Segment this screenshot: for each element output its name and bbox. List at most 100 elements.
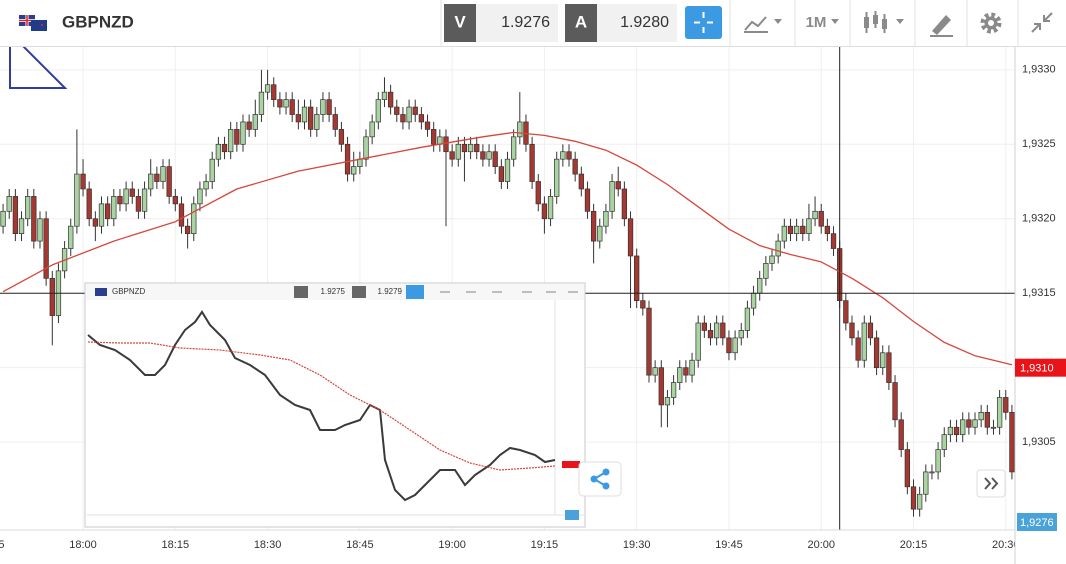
candle-body [910,486,917,510]
candle-body [381,91,388,100]
candle-body [873,337,880,369]
candle-body [597,225,603,242]
candle-body [953,426,960,436]
candle-body [449,151,455,160]
candle-body [793,225,800,234]
candle-body [498,166,504,182]
candle-body [554,158,560,197]
collapse-button[interactable] [1031,12,1053,33]
toolbar: GBPNZD V 1.9276 A 1.9280 1M [0,0,1066,47]
candle-body [80,173,86,190]
x-tick-label: 19:15 [531,539,559,551]
candle-body [707,330,714,339]
candle-body [234,129,240,145]
inset-ask: 1.9279 [378,287,403,296]
settings-button[interactable] [980,12,1002,34]
candle-body [443,136,449,153]
candle-body [892,382,898,421]
candle-body [590,210,597,242]
candle-body [578,173,584,190]
candle-body [646,307,652,376]
triangle-drawing[interactable] [9,30,68,89]
candle-body [252,114,258,130]
candle-body [572,158,578,175]
candle-body [621,188,628,220]
candle-body [184,225,191,234]
candle-body [357,158,363,167]
ask-button[interactable]: A 1.9280 [565,4,677,42]
candle-body [308,106,314,130]
share-button[interactable] [578,461,622,497]
candle-body [609,181,615,212]
candle-body [855,337,861,361]
inset-flag [95,288,107,296]
scroll-end-button[interactable] [976,469,1006,498]
candle-body [455,143,461,160]
x-tick-label: 20:30 [992,539,1020,551]
candle-body [695,322,701,361]
inset-screenshot: GBPNZD 1.9275 1.9279 [84,282,586,528]
candle-body [640,300,646,309]
candle-body [787,225,794,234]
candle-body [732,337,738,354]
candle-body [541,203,548,220]
bid-button[interactable]: V 1.9276 [444,4,558,42]
flag-icon [19,15,47,31]
candle-body [178,203,185,227]
candle-body [351,166,357,175]
candle-body [861,322,867,361]
candle-body [191,203,197,234]
candle-body [375,99,381,123]
draw-button[interactable] [930,15,953,37]
x-tick-label: 18:15 [162,539,190,551]
x-tick-label: 17:45 [0,539,5,551]
candle-body [504,158,511,182]
candle-body [763,263,769,279]
candle-body [996,397,1003,428]
candle-body [929,471,935,474]
y-tick-label: 1,9320 [1022,213,1056,225]
candle-body [431,129,437,145]
candle-body [295,114,301,123]
candle-body [677,367,683,383]
candle-body [37,218,43,242]
ma-price-tag [1015,358,1066,377]
candle-body [12,196,19,234]
candle-style-button[interactable] [864,11,904,33]
candle-body [941,434,947,450]
y-axis: 1,93051,93101,93151,93201,93251,93301,93… [1014,46,1066,564]
crosshair-button[interactable] [685,6,722,39]
candle-body [49,277,55,316]
candle-body [474,143,480,153]
candle-body [486,151,492,160]
x-tick-label: 18:30 [254,539,282,551]
bid-price: 1.9276 [501,14,550,31]
symbol: GBPNZD [62,12,134,31]
candle-body [511,136,517,160]
candle-body [658,367,664,406]
candle-body [320,99,326,115]
x-tick-label: 20:00 [807,539,835,551]
candle-body [264,84,271,93]
candle-body [221,143,228,153]
candle-body [344,143,351,175]
candle-body [984,412,990,428]
candle-body [412,106,418,115]
moving-average [2,131,1013,366]
candle-body [117,196,123,205]
candle-body [935,449,941,473]
last-price-label: 1,9276 [1020,517,1054,529]
inset-symbol: GBPNZD [112,287,146,296]
candle-body [277,99,283,108]
inset-toolbar [86,284,584,300]
candle-body [301,106,308,123]
timeframe-button[interactable]: 1M [806,14,839,31]
candle-body [25,196,31,220]
chart-type-button[interactable] [744,16,782,33]
candle-body [283,99,289,108]
candle-body [750,292,757,309]
candle-body [652,367,658,376]
candle-body [0,210,6,227]
ma-price-label: 1,9310 [1020,363,1054,375]
